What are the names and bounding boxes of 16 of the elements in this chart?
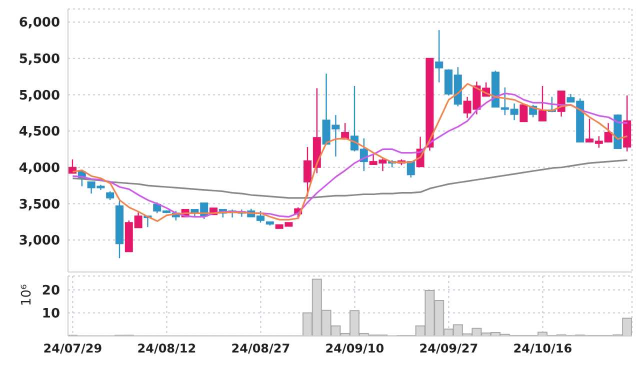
x-tick-label: 24/09/10 xyxy=(325,342,384,356)
y-tick-label: 4,500 xyxy=(18,124,60,140)
x-tick-label: 24/08/27 xyxy=(231,342,290,356)
y-tick-label: 5,000 xyxy=(18,88,60,104)
y-tick-label: 6,000 xyxy=(18,16,60,31)
y-tick-label: 3,500 xyxy=(18,197,60,212)
y-tick-label: 4,000 xyxy=(18,160,60,176)
x-tick-label: 24/09/27 xyxy=(419,342,478,356)
y-tick-label: 5,500 xyxy=(18,52,60,68)
y-tick-label: 10 xyxy=(42,306,60,322)
y-tick-label: 3,000 xyxy=(18,234,60,249)
x-tick-label: 24/08/12 xyxy=(137,342,196,356)
y-axis-title: 10⁶ xyxy=(20,284,35,306)
y-tick-label: 20 xyxy=(42,283,60,298)
x-tick-label: 24/10/16 xyxy=(513,342,572,356)
x-tick-label: 24/07/29 xyxy=(43,342,102,356)
